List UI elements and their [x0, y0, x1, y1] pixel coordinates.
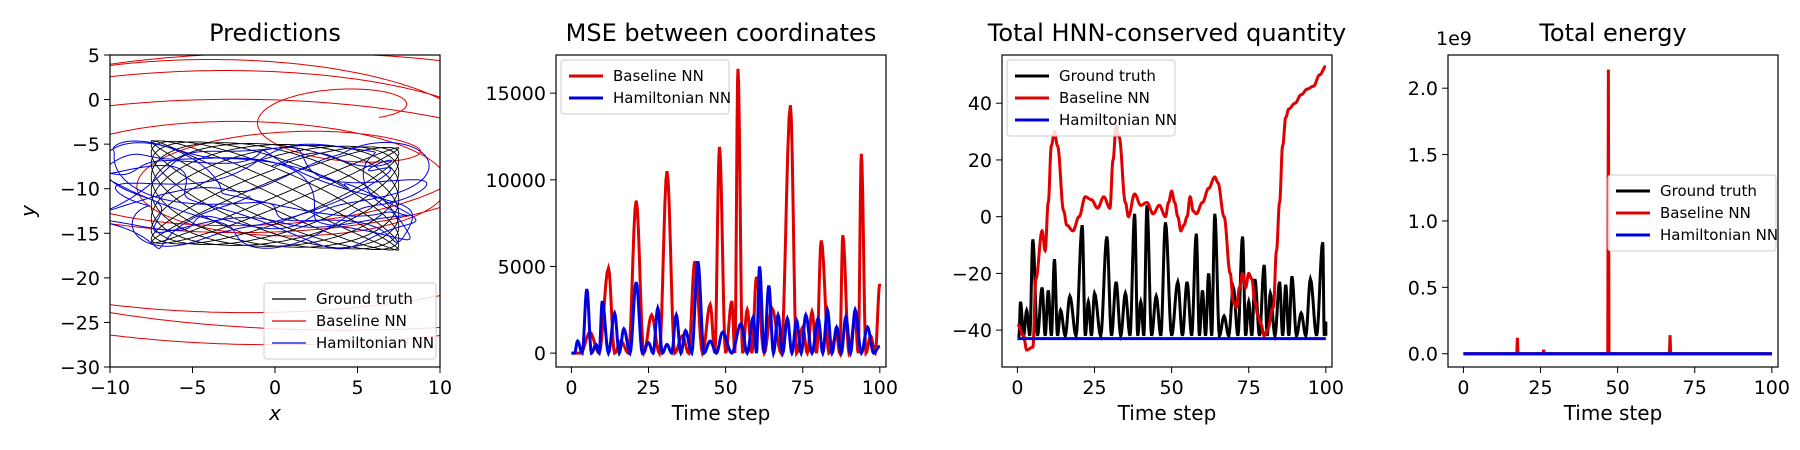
axes-2: 0 25 50 75 100 0 5000 10000 15000 MSE between coo… [486, 19, 898, 425]
y-tick-label: 5000 [498, 256, 546, 278]
y-axis-label: y [16, 204, 40, 218]
legend-entry: Baseline NN [1059, 89, 1150, 107]
x-tick-label: 25 [636, 377, 660, 399]
series-baseline-nn [1016, 64, 1327, 352]
y-tick-label: 15000 [486, 83, 546, 105]
series-hamiltonian-nn [110, 140, 430, 250]
plot-area-4 [1463, 69, 1772, 356]
x-axis-label: Time step [1117, 401, 1217, 425]
series-baseline-nn [110, 55, 440, 346]
y-tick-label: 0.0 [1408, 344, 1438, 366]
y-tick-label: −10 [60, 179, 100, 201]
legend-entry: Ground truth [316, 290, 413, 308]
x-tick-label: 50 [1160, 377, 1184, 399]
axes-3: 0 25 50 75 100 40 20 0 −20 −40 Total HNN-conserved… [952, 19, 1346, 425]
legend-entry: Baseline NN [1660, 204, 1751, 222]
legend-box [1607, 174, 1777, 252]
x-tick-label: 75 [1683, 377, 1707, 399]
legend: Ground truth Baseline NN Hamiltonian NN [1607, 174, 1778, 252]
legend-box [263, 282, 437, 360]
y-tick-label: 0 [534, 343, 546, 365]
y-tick-label: −20 [952, 263, 992, 285]
x-tick-label: 25 [1082, 377, 1106, 399]
y-tick-label: −20 [60, 268, 100, 290]
y-tick-label: 5 [88, 45, 100, 67]
y-scale-label: 1e9 [1436, 28, 1472, 50]
plot-area-1 [110, 55, 440, 346]
legend: Ground truth Baseline NN Hamiltonian NN [1006, 59, 1177, 137]
chart-title: Total HNN-conserved quantity [987, 19, 1346, 47]
y-tick-label: −40 [952, 320, 992, 342]
x-tick-label: 0 [269, 377, 281, 399]
x-tick-label: 25 [1528, 377, 1552, 399]
axes-1: −10 −5 0 5 10 5 0 −5 −10 −15 −20 −25 −30 Predictions x… [16, 19, 452, 425]
x-tick-label: 0 [565, 377, 577, 399]
x-tick-label: 100 [1308, 377, 1344, 399]
x-tick-label: −5 [178, 377, 206, 399]
y-tick-label: 0 [88, 90, 100, 112]
chart-title: Total energy [1538, 19, 1686, 47]
series-hamiltonian-nn [571, 260, 881, 359]
y-tick-label: 10000 [486, 170, 546, 192]
x-tick-label: 0 [1457, 377, 1469, 399]
series-ground-truth [1017, 205, 1328, 342]
y-tick-label: 1.5 [1408, 145, 1438, 167]
chart-title: Predictions [209, 19, 341, 47]
x-tick-label: 50 [714, 377, 738, 399]
axes-4: 0 25 50 75 100 2.0 1.5 1.0 0.5 0.0 Total energy Tim… [1408, 19, 1790, 425]
y-tick-label: −15 [60, 223, 100, 245]
legend-entry: Baseline NN [613, 67, 704, 85]
chart-title: MSE between coordinates [566, 19, 877, 47]
legend-entry: Hamiltonian NN [1660, 226, 1778, 244]
plot-area-3 [1016, 64, 1328, 352]
axes-frame [1001, 54, 1333, 368]
axes-frame [1447, 54, 1779, 368]
x-axis-label: Time step [1563, 401, 1663, 425]
legend: Baseline NN Hamiltonian NN [560, 59, 731, 115]
legend-box [560, 59, 730, 115]
x-tick-label: 0 [1011, 377, 1023, 399]
legend-entry: Baseline NN [316, 312, 407, 330]
x-tick-label: 75 [791, 377, 815, 399]
x-tick-label: 10 [428, 377, 452, 399]
legend-entry: Hamiltonian NN [1059, 111, 1177, 129]
legend-entry: Ground truth [1059, 67, 1156, 85]
legend-entry: Hamiltonian NN [613, 89, 731, 107]
y-tick-label: 0.5 [1408, 277, 1438, 299]
axes-frame [555, 54, 887, 368]
legend-box [1006, 59, 1176, 137]
y-tick-label: −30 [60, 357, 100, 379]
y-tick-label: −5 [72, 134, 100, 156]
legend: Ground truth Baseline NN Hamiltonian NN [263, 282, 437, 360]
plot-area-2 [571, 68, 882, 359]
x-tick-label: 50 [1606, 377, 1630, 399]
x-tick-label: −10 [90, 377, 130, 399]
x-tick-label: 75 [1237, 377, 1261, 399]
y-tick-label: 40 [968, 93, 992, 115]
y-tick-label: −25 [60, 312, 100, 334]
x-tick-label: 100 [862, 377, 898, 399]
y-tick-label: 20 [968, 150, 992, 172]
x-tick-label: 5 [351, 377, 363, 399]
y-tick-label: 0 [980, 207, 992, 229]
y-tick-label: 2.0 [1408, 78, 1438, 100]
legend-entry: Hamiltonian NN [316, 334, 434, 352]
y-tick-label: 1.0 [1408, 211, 1438, 233]
legend-entry: Ground truth [1660, 182, 1757, 200]
series-baseline-nn [571, 68, 882, 359]
x-axis-label: Time step [671, 401, 771, 425]
axes-frame [109, 54, 441, 368]
x-tick-label: 100 [1754, 377, 1790, 399]
x-axis-label: x [268, 401, 281, 425]
series-ground-truth [150, 140, 400, 251]
